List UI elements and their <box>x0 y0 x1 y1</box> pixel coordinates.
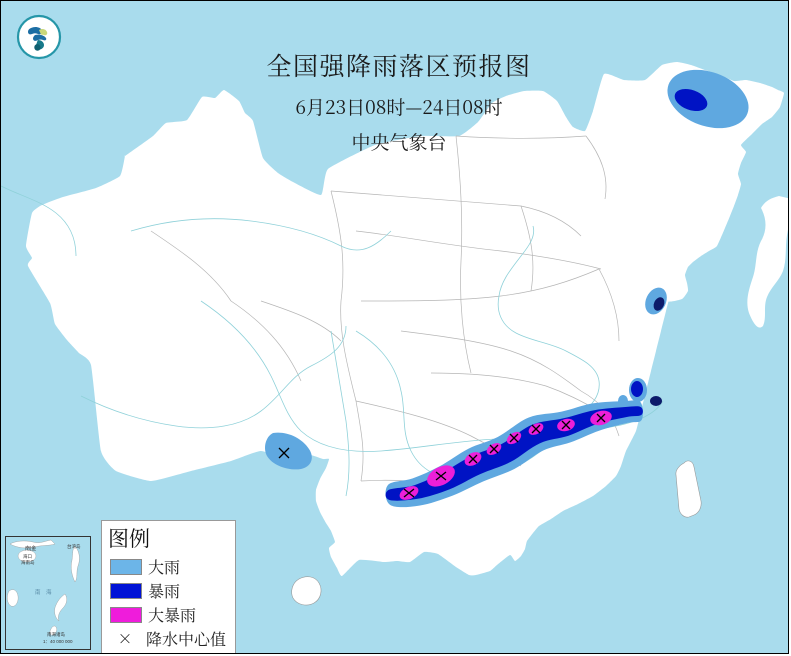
svg-text:台湾岛: 台湾岛 <box>67 543 81 550</box>
svg-text:南海诸岛: 南海诸岛 <box>47 631 65 638</box>
svg-text:1：40 000 000: 1：40 000 000 <box>43 639 73 644</box>
svg-text:南 海: 南 海 <box>35 588 52 596</box>
svg-text:海南岛: 海南岛 <box>21 559 35 566</box>
svg-text:海口: 海口 <box>23 553 32 560</box>
svg-text:南|金: 南|金 <box>25 545 36 552</box>
